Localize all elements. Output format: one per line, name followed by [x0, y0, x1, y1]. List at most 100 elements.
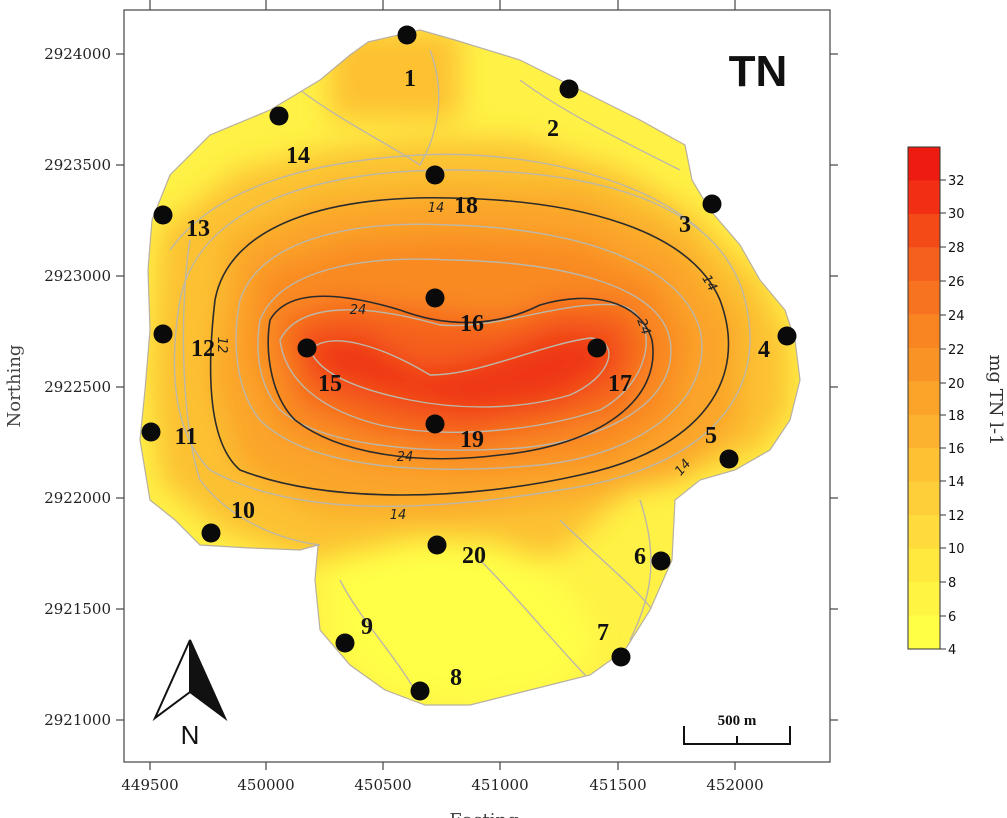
legend-swatch — [908, 213, 940, 248]
x-tick-label: 449500 — [121, 776, 178, 794]
legend-level-label: 6 — [948, 610, 956, 625]
contour-label: 14 — [390, 508, 407, 523]
y-axis: 2924000 2923500 2923000 2922500 2922000 29215… — [44, 45, 838, 729]
scale-bar: 500 m — [683, 713, 791, 745]
scale-bar-label: 500 m — [718, 713, 757, 729]
legend-level-label: 22 — [948, 343, 965, 358]
site-label: 9 — [361, 614, 373, 640]
site-marker — [611, 647, 631, 667]
x-tick-label: 450000 — [237, 776, 294, 794]
legend-swatch — [908, 280, 940, 315]
legend-level-label: 4 — [948, 643, 956, 658]
x-tick-label: 450500 — [354, 776, 411, 794]
x-axis: 449500 450000 450500 451000 451500 452000 — [121, 0, 764, 794]
legend-swatch — [908, 582, 940, 617]
x-tick-label: 451500 — [589, 776, 646, 794]
site-marker — [269, 106, 289, 126]
site-marker — [425, 288, 445, 308]
legend-level-label: 18 — [948, 409, 965, 424]
sampling-site: 19 — [425, 414, 484, 453]
y-tick-label: 2922000 — [44, 489, 111, 507]
x-tick-label: 452000 — [706, 776, 763, 794]
sampling-site: 20 — [427, 535, 486, 569]
legend-swatch — [908, 481, 940, 516]
zone-north-inflow — [330, 30, 460, 120]
site-marker — [777, 326, 797, 346]
contour-label: 24 — [633, 316, 653, 337]
isolines — [169, 49, 751, 701]
contour-label: 24 — [397, 450, 414, 465]
site-marker — [427, 535, 447, 555]
site-marker — [153, 324, 173, 344]
legend-swatch — [908, 548, 940, 583]
legend-level-label: 30 — [948, 207, 965, 222]
legend-frame — [907, 146, 941, 650]
sampling-site: 18 — [425, 165, 478, 219]
sampling-site: 17 — [587, 338, 632, 397]
x-tick-label: 451000 — [471, 776, 528, 794]
site-marker — [141, 422, 161, 442]
legend-level-label: 24 — [948, 309, 965, 324]
sampling-site: 9 — [335, 614, 373, 653]
legend-swatch — [908, 314, 940, 349]
legend-level-label: 14 — [948, 475, 965, 490]
site-label: 17 — [608, 371, 632, 397]
sampling-site: 6 — [634, 544, 671, 571]
legend-title: mg TN l-1 — [985, 354, 1006, 445]
site-marker — [651, 551, 671, 571]
site-label: 8 — [450, 665, 462, 691]
north-arrow-icon — [152, 639, 228, 722]
legend-swatch — [908, 247, 940, 282]
site-marker — [719, 449, 739, 469]
legend-swatch — [908, 414, 940, 449]
site-marker — [425, 165, 445, 185]
legend-swatch — [908, 615, 940, 650]
site-label: 16 — [460, 311, 484, 337]
legend-level-label: 20 — [948, 377, 965, 392]
site-label: 6 — [634, 544, 646, 570]
site-label: 1 — [404, 66, 416, 92]
site-label: 19 — [460, 427, 484, 453]
legend-swatch — [908, 515, 940, 550]
site-marker — [297, 338, 317, 358]
major-contours — [209, 196, 730, 496]
site-label: 5 — [705, 423, 717, 449]
site-marker — [397, 25, 417, 45]
contour-label: 12 — [214, 337, 229, 354]
site-marker — [702, 194, 722, 214]
legend-swatch — [908, 180, 940, 215]
legend-level-label: 32 — [948, 174, 965, 189]
site-label: 10 — [231, 498, 255, 524]
site-marker — [153, 205, 173, 225]
sampling-site: 12 — [153, 324, 215, 362]
color-legend: 32 30 28 26 24 22 20 18 16 14 12 10 8 6 4 — [907, 146, 965, 658]
site-marker — [201, 523, 221, 543]
y-tick-label: 2923000 — [44, 267, 111, 285]
legend-level-label: 16 — [948, 442, 965, 457]
map-title: TN — [729, 47, 788, 96]
sampling-site: 16 — [425, 288, 484, 337]
sampling-site: 11 — [141, 422, 198, 450]
y-axis-title: Northing — [4, 345, 25, 428]
legend-level-label: 28 — [948, 241, 965, 256]
legend-level-label: 8 — [948, 576, 956, 591]
legend-swatch — [908, 381, 940, 416]
site-label: 14 — [286, 143, 310, 169]
sampling-site: 13 — [153, 205, 210, 242]
site-label: 4 — [758, 337, 770, 363]
sampling-site: 3 — [679, 194, 722, 238]
site-label: 15 — [318, 371, 342, 397]
sampling-site: 15 — [297, 338, 342, 397]
contour-label: 14 — [698, 272, 719, 294]
site-label: 20 — [462, 543, 486, 569]
site-marker — [559, 79, 579, 99]
site-label: 7 — [597, 620, 609, 646]
legend-level-label: 12 — [948, 509, 965, 524]
legend-level-label: 26 — [948, 275, 965, 290]
site-label: 18 — [454, 193, 478, 219]
legend-swatch — [908, 347, 940, 382]
site-label: 11 — [175, 424, 198, 450]
site-label: 12 — [191, 336, 215, 362]
sampling-sites: 12 3 4 5 6 7 8 9 10 11 12 13 14 15 16 17 18 19 20 — [141, 25, 797, 701]
